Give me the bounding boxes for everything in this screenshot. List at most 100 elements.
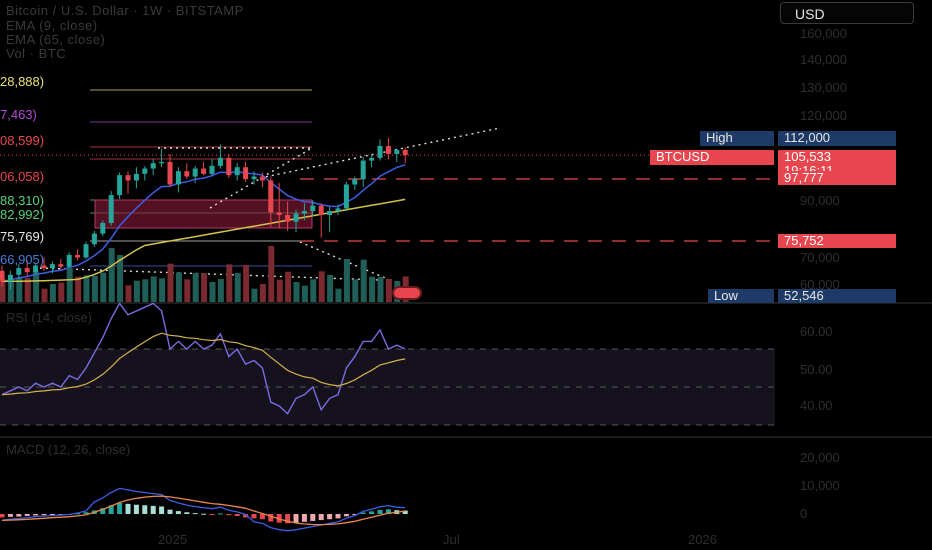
macd-histogram-bar [49,514,55,515]
volume-bar [209,282,216,302]
volume-bar [318,271,325,302]
price-axis-label: 140,000 [800,52,847,67]
volume-bar [276,279,283,302]
candle-body [318,205,324,216]
volume-bar [285,271,292,302]
volume-bar [335,288,342,302]
rsi-axis-label: 60.00 [800,324,833,339]
low-value-tag: 52,546 [778,289,896,303]
candle-body [343,184,349,209]
macd-histogram-bar [234,514,240,517]
volume-bar [167,263,174,302]
candle-body [377,145,383,158]
macd-histogram-bar [167,509,173,514]
macd-histogram-bar [125,503,131,514]
currency-button[interactable]: USD [780,2,914,24]
macd-histogram-bar [201,513,207,515]
candle-body [108,195,114,223]
volume-bar [201,273,208,302]
candle-body [125,175,131,181]
macd-histogram-bar [0,514,5,518]
volume-legend: Vol · BTC [6,46,67,61]
volume-bar [251,288,258,302]
volume-bar [58,282,65,302]
candle-body [385,145,391,154]
candle-body [150,163,156,169]
symbol-tag: BTCUSD [650,150,774,165]
trend-line [259,127,501,179]
us-flag-icon[interactable] [392,286,422,300]
fib-label-5: 88,310) [0,193,45,208]
candle-body [167,161,173,185]
volume-bar [259,284,266,302]
price-axis-label: 130,000 [800,80,847,95]
volume-bar [159,278,166,302]
volume-bar [83,275,90,302]
candle-body [360,160,366,180]
volume-bar [125,285,132,302]
high-value-tag: 112,000 [778,131,896,146]
macd-histogram-bar [24,514,30,517]
rsi-ma-line [1,332,406,396]
ema-slow-legend: EMA (65, close) [6,32,106,47]
macd-histogram-bar [41,514,47,516]
price-axis-label: 90,000 [800,193,840,208]
volume-bar [352,279,359,302]
macd-histogram-bar [175,511,181,514]
candle-body [310,205,316,212]
fib-label-7: 75,769) [0,229,45,244]
macd-histogram-bar [133,504,139,514]
macd-histogram-bar [335,514,341,519]
volume-bar [49,284,56,302]
rsi-title: RSI (14, close) [6,310,92,325]
candle-body [217,157,223,166]
candle-body [301,211,307,214]
macd-histogram-bar [251,514,257,519]
candle-body [33,265,39,273]
volume-bar [108,248,115,302]
last-price-tag: 105,533 [778,150,896,165]
macd-histogram-bar [217,513,223,515]
time-axis-label: Jul [443,532,460,547]
candle-body [352,179,358,185]
volume-bar [7,280,14,302]
volume-bar [41,288,48,302]
macd-axis-label: 10,000 [800,478,840,493]
candle-body [259,176,265,181]
candle-body [16,268,22,275]
order-block-outline [94,199,313,229]
candle-body [91,233,97,245]
volume-bar [243,265,250,302]
volume-bar [268,246,275,302]
macd-histogram-bar [16,514,22,517]
candle-body [226,157,232,176]
rsi-line [1,302,406,415]
macd-histogram-bar [142,505,148,514]
candle-body [327,211,333,216]
macd-histogram-bar [369,511,375,514]
candle-body [394,149,400,154]
candle-body [175,171,181,185]
fib-label-4: 06,058) [0,169,45,184]
macd-histogram-bar [259,514,265,520]
volume-bar [142,279,149,302]
candle-body [58,264,64,267]
candle-body [402,149,408,156]
macd-axis-label: 20,000 [800,450,840,465]
macd-histogram-bar [293,514,299,523]
candle-body [100,222,106,234]
macd-histogram-bar [192,513,198,515]
macd-histogram-bar [310,514,316,521]
macd-line [1,487,406,532]
volume-bar [360,259,367,302]
volume-bar [66,268,73,302]
candle-body [66,254,72,267]
candle-body [7,274,13,282]
volume-bar [377,277,384,302]
macd-histogram-bar [352,514,358,515]
macd-histogram-bar [343,514,349,517]
candle-body [49,264,55,269]
candle-body [243,167,249,180]
volume-bar [234,273,241,302]
